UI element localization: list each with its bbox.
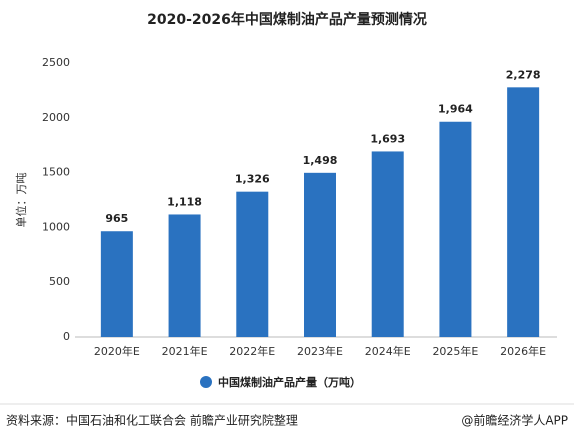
x-tick-label: 2024年E [365,344,411,358]
y-tick-label: 0 [63,330,70,343]
x-tick-label: 2021年E [162,344,208,358]
value-label: 2,278 [506,68,541,81]
y-tick-label: 1500 [42,166,70,179]
value-label: 965 [105,212,128,225]
footer-source: 资料来源：中国石油和化工联合会 前瞻产业研究院整理 [6,413,298,428]
legend-label: 中国煤制油产品产量（万吨） [218,375,361,389]
bar [507,87,540,337]
value-label: 1,118 [167,195,202,208]
value-label: 1,964 [438,103,473,116]
y-axis-label: 单位：万吨 [14,173,28,228]
x-tick-label: 2025年E [432,344,478,358]
bar [168,214,201,337]
bar [100,231,133,337]
legend-marker [200,376,212,388]
bar [439,121,472,337]
bar [304,172,336,337]
value-label: 1,498 [303,154,338,167]
x-tick-label: 2020年E [94,344,140,358]
y-tick-label: 2500 [42,56,70,69]
y-tick-label: 500 [49,275,70,288]
y-tick-label: 2000 [42,111,70,124]
x-tick-label: 2026年E [500,344,546,358]
bar [236,191,269,337]
x-tick-label: 2023年E [297,344,343,358]
y-tick-label: 1000 [42,220,70,233]
chart-title: 2020-2026年中国煤制油产品产量预测情况 [147,11,427,28]
value-label: 1,693 [370,132,405,145]
value-label: 1,326 [235,173,270,186]
x-tick-label: 2022年E [229,344,275,358]
bar [371,151,404,337]
footer-credit: @前瞻经济学人APP [461,413,568,428]
